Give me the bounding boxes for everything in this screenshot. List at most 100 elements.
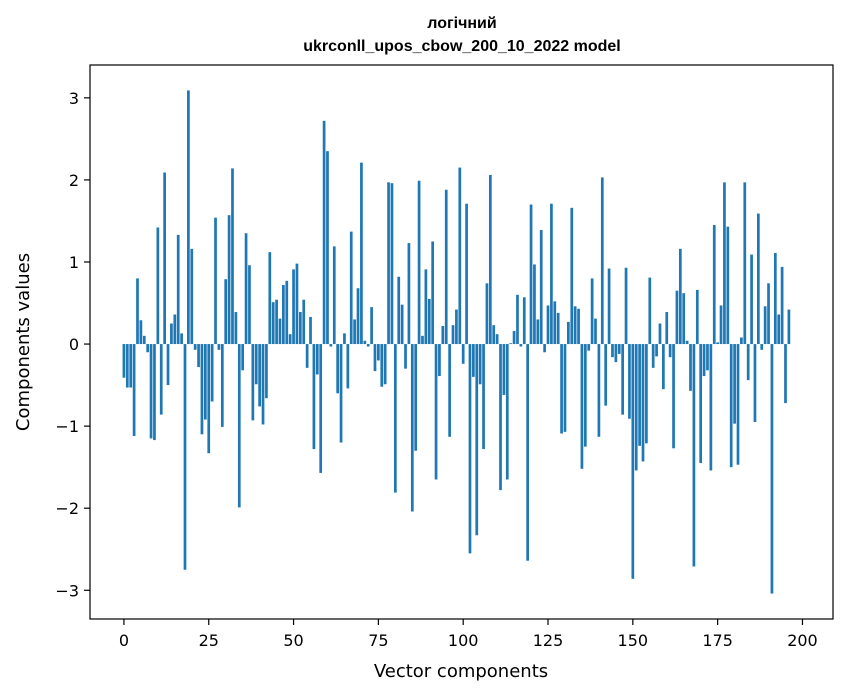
- bar: [685, 340, 689, 345]
- bar: [485, 283, 489, 345]
- bar: [203, 344, 207, 420]
- plot-frame: [89, 64, 834, 620]
- bar: [427, 298, 431, 345]
- bar: [516, 294, 519, 345]
- bar: [170, 323, 173, 345]
- bar: [543, 344, 546, 353]
- bar: [370, 307, 373, 345]
- bar: [265, 344, 268, 399]
- bar: [567, 321, 570, 345]
- bar: [563, 344, 567, 432]
- bar: [332, 246, 336, 345]
- bar: [634, 344, 638, 471]
- bar: [773, 252, 777, 345]
- bar: [159, 344, 163, 415]
- bar: [546, 305, 550, 345]
- bar: [282, 284, 285, 345]
- x-tick-label: 25: [199, 631, 219, 650]
- bar: [377, 344, 380, 361]
- bar: [692, 344, 696, 567]
- bar: [682, 293, 686, 345]
- bar: [495, 334, 499, 345]
- bar: [746, 344, 750, 381]
- bar: [142, 335, 146, 345]
- y-tick-label: 3: [69, 89, 79, 108]
- bar: [404, 344, 407, 369]
- bar: [166, 344, 170, 386]
- bar: [505, 344, 509, 480]
- y-axis: −3 −2 −1 0 1 2 3: [55, 89, 90, 600]
- bar: [736, 344, 740, 465]
- bar: [309, 316, 312, 345]
- bar: [509, 343, 513, 345]
- bar: [560, 344, 563, 434]
- bar: [254, 344, 258, 385]
- bar: [349, 231, 353, 345]
- bar: [139, 320, 143, 345]
- bar: [522, 297, 526, 345]
- bar: [695, 289, 699, 345]
- x-tick-label: 175: [702, 631, 733, 650]
- bar: [702, 344, 706, 377]
- bar: [417, 180, 421, 345]
- bar: [156, 227, 160, 345]
- bar: [146, 344, 150, 353]
- bar: [434, 344, 438, 480]
- bar: [210, 344, 214, 402]
- bar: [594, 318, 597, 345]
- x-tick-label: 50: [283, 631, 303, 650]
- bar: [573, 306, 577, 345]
- bar: [628, 344, 631, 419]
- bar: [699, 344, 703, 464]
- bar: [322, 120, 326, 345]
- bar: [750, 254, 753, 345]
- bar: [224, 279, 228, 345]
- bar: [305, 344, 309, 368]
- bar: [390, 183, 394, 345]
- bar: [638, 344, 641, 446]
- bar: [672, 344, 675, 449]
- bar: [740, 337, 743, 345]
- bar: [346, 344, 350, 389]
- bar: [407, 243, 411, 345]
- bar: [441, 326, 445, 345]
- bar: [651, 344, 655, 368]
- bar: [753, 344, 757, 423]
- y-tick-label: 0: [69, 335, 79, 354]
- bar: [244, 233, 248, 345]
- bar: [665, 312, 669, 345]
- bar: [373, 344, 377, 372]
- bar: [723, 182, 726, 345]
- bar: [604, 344, 608, 406]
- bar: [550, 203, 553, 345]
- bar: [655, 344, 658, 357]
- bar: [587, 344, 591, 351]
- bar: [444, 189, 448, 345]
- bar: [214, 217, 217, 345]
- bar: [302, 299, 306, 345]
- bar: [712, 225, 716, 345]
- bar: [519, 344, 523, 347]
- bar: [726, 226, 730, 345]
- y-tick-label: 2: [69, 171, 79, 190]
- bar: [760, 344, 764, 350]
- bar: [553, 301, 557, 345]
- bar: [132, 344, 136, 436]
- bar: [648, 277, 652, 345]
- bar: [492, 325, 496, 345]
- bar: [180, 333, 183, 345]
- bar: [315, 344, 319, 375]
- bar: [292, 269, 295, 345]
- bar: [461, 344, 465, 364]
- bar: [163, 172, 166, 345]
- bar: [689, 344, 692, 391]
- bar: [431, 241, 435, 345]
- bar: [339, 344, 343, 443]
- bar: [729, 344, 733, 468]
- chart-subtitle: ukrconll_upos_cbow_200_10_2022 model: [303, 38, 620, 55]
- x-tick-label: 200: [787, 631, 818, 650]
- bar: [207, 344, 211, 454]
- bar: [658, 323, 662, 345]
- bar: [465, 203, 468, 345]
- x-tick-label: 150: [618, 631, 649, 650]
